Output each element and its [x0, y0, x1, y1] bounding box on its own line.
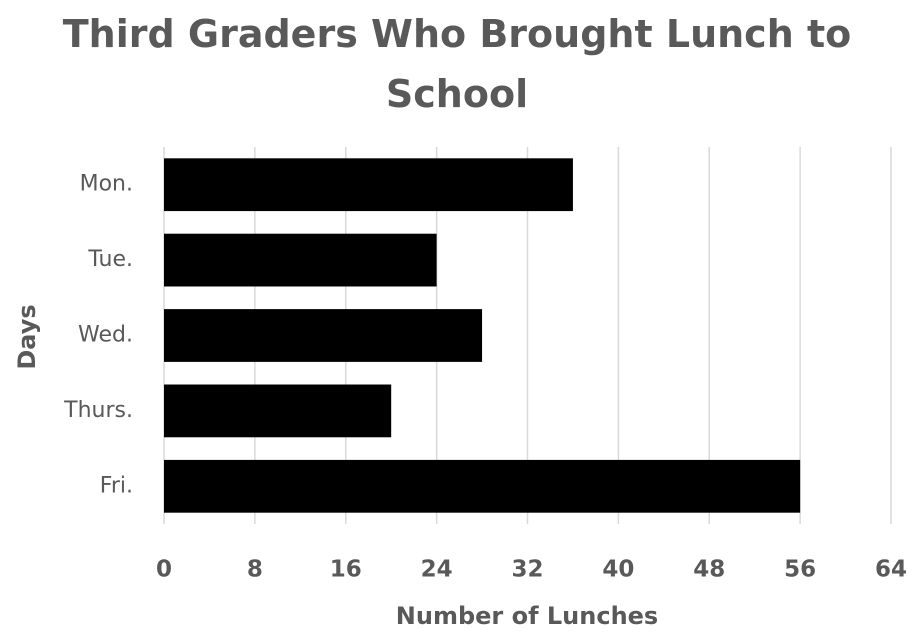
y-tick-label: Fri. — [100, 473, 133, 498]
x-tick-label: 48 — [693, 557, 725, 583]
chart-title: Third Graders Who Brought Lunch to Schoo… — [62, 12, 852, 116]
x-tick-label: 40 — [602, 557, 634, 583]
bar — [164, 384, 392, 438]
y-axis-label: Days — [13, 304, 41, 369]
y-tick-label: Thurs. — [63, 398, 133, 423]
y-tick-label: Wed. — [78, 323, 133, 348]
x-tick-label: 0 — [156, 557, 172, 583]
y-tick-label: Mon. — [80, 172, 133, 197]
x-tick-label: 64 — [875, 557, 907, 583]
y-tick-label: Tue. — [87, 247, 133, 272]
bar — [164, 158, 573, 212]
x-tick-label: 8 — [247, 557, 263, 583]
x-tick-label: 32 — [511, 557, 543, 583]
x-axis-label: Number of Lunches — [396, 602, 658, 630]
bar — [164, 309, 483, 362]
x-tick-label: 56 — [784, 557, 816, 583]
x-tick-label: 24 — [421, 557, 453, 583]
bar — [164, 233, 437, 287]
bar — [164, 459, 801, 513]
x-tick-label: 16 — [330, 557, 362, 583]
